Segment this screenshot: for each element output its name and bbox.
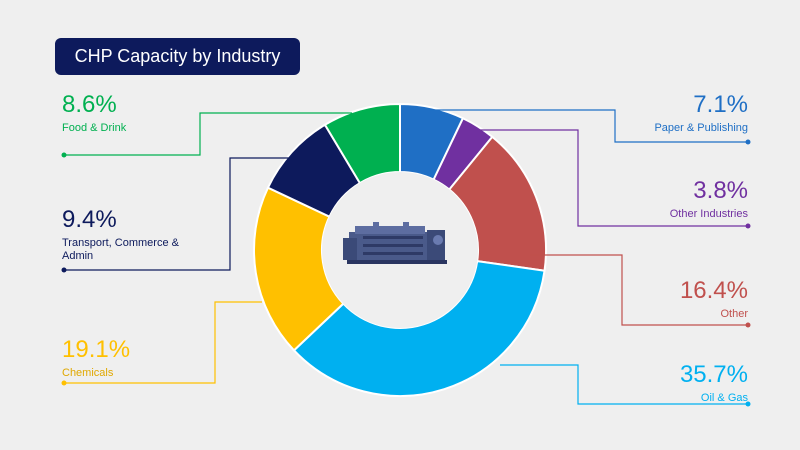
label-food-drink: 8.6% Food & Drink: [62, 92, 132, 135]
name-paper: Paper & Publishing: [654, 122, 748, 134]
leader-dot: [61, 267, 67, 273]
name-food-drink: Food & Drink: [62, 122, 127, 134]
leader-dot: [61, 380, 67, 386]
leader-line: [530, 254, 748, 326]
value-paper: 7.1%: [693, 91, 748, 118]
value-other-industries: 3.8%: [693, 177, 748, 204]
label-oil-gas: 35.7% Oil & Gas: [680, 362, 748, 405]
leader-line: [480, 129, 748, 227]
label-other-industries: 3.8% Other Industries: [670, 178, 748, 221]
leader-dot: [61, 152, 67, 158]
name-other-industries: Other Industries: [669, 208, 748, 220]
leader-line: [64, 301, 262, 384]
leader-line: [64, 157, 290, 271]
leader-line: [64, 112, 352, 156]
leader-line: [500, 364, 748, 405]
label-chemicals: 19.1% Chemicals: [62, 337, 130, 380]
label-paper: 7.1% Paper & Publishing: [654, 92, 748, 135]
leader-dot: [745, 401, 751, 407]
name-transport: Transport, Commerce & Admin: [62, 237, 179, 262]
value-other: 16.4%: [679, 277, 748, 304]
name-oil-gas: Oil & Gas: [700, 392, 748, 404]
engine-generator-icon: [343, 222, 447, 264]
value-chemicals: 19.1%: [62, 336, 131, 363]
leader-line: [430, 109, 748, 143]
leader-dot: [745, 223, 751, 229]
value-food-drink: 8.6%: [62, 91, 117, 118]
name-other: Other: [720, 308, 748, 320]
label-transport: 9.4% Transport, Commerce & Admin: [62, 207, 202, 263]
label-other: 16.4% Other: [680, 278, 748, 321]
leader-dot: [745, 139, 751, 145]
leader-dot: [745, 322, 751, 328]
name-chemicals: Chemicals: [62, 367, 114, 379]
value-transport: 9.4%: [62, 206, 117, 233]
chart-title: CHP Capacity by Industry: [55, 38, 300, 75]
value-oil-gas: 35.7%: [679, 361, 748, 388]
